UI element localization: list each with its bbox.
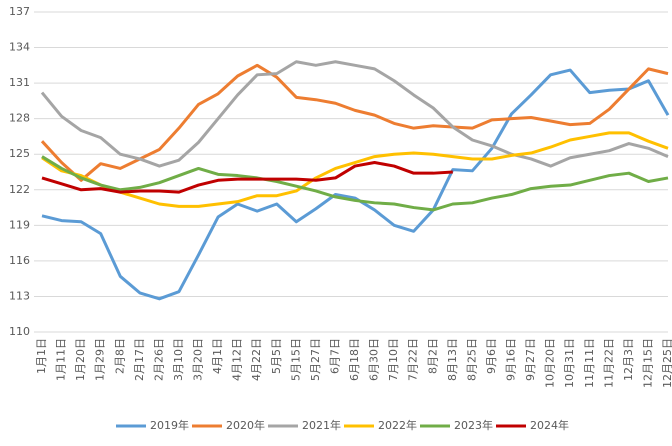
y-tick-label: 122 bbox=[9, 183, 30, 196]
x-tick-label: 10月31日 bbox=[563, 338, 576, 388]
y-tick-label: 119 bbox=[9, 218, 30, 231]
x-tick-label: 7月22日 bbox=[407, 338, 420, 381]
x-tick-label: 12月15日 bbox=[641, 338, 654, 388]
x-tick-label: 9月6日 bbox=[485, 338, 498, 374]
x-tick-label: 3月10日 bbox=[172, 338, 185, 381]
x-tick-label: 8月2日 bbox=[426, 338, 439, 374]
x-tick-label: 11月11日 bbox=[583, 338, 596, 388]
x-tick-label: 5月27日 bbox=[309, 338, 322, 381]
y-tick-label: 131 bbox=[9, 76, 30, 89]
y-tick-label: 134 bbox=[9, 41, 30, 54]
x-tick-label: 10月20日 bbox=[544, 338, 557, 388]
x-tick-label: 1月1日 bbox=[35, 338, 48, 374]
legend-label: 2019年 bbox=[150, 418, 189, 432]
x-tick-label: 2月8日 bbox=[113, 338, 126, 374]
x-tick-label: 8月13日 bbox=[446, 338, 459, 381]
x-tick-label: 5月15日 bbox=[289, 338, 302, 381]
y-tick-label: 116 bbox=[9, 254, 30, 267]
x-tick-label: 2月17日 bbox=[133, 338, 146, 381]
x-tick-label: 4月22日 bbox=[250, 338, 263, 381]
y-tick-label: 125 bbox=[9, 147, 30, 160]
x-tick-label: 4月1日 bbox=[211, 338, 224, 374]
x-tick-label: 1月11日 bbox=[55, 338, 68, 381]
x-tick-label: 9月16日 bbox=[505, 338, 518, 381]
x-tick-label: 7月10日 bbox=[387, 338, 400, 381]
x-tick-label: 1月20日 bbox=[74, 338, 87, 381]
x-tick-label: 5月5日 bbox=[270, 338, 283, 374]
x-tick-label: 3月20日 bbox=[192, 338, 205, 381]
x-tick-label: 12月25日 bbox=[661, 338, 672, 388]
legend-label: 2022年 bbox=[378, 418, 417, 432]
series-line bbox=[41, 155, 669, 212]
y-tick-label: 113 bbox=[9, 289, 30, 302]
series-line bbox=[41, 68, 670, 301]
x-tick-label: 6月30日 bbox=[368, 338, 381, 381]
legend-label: 2021年 bbox=[302, 418, 341, 432]
x-tick-label: 8月25日 bbox=[465, 338, 478, 381]
legend-label: 2024年 bbox=[530, 418, 569, 432]
x-tick-label: 2月26日 bbox=[152, 338, 165, 381]
y-tick-label: 137 bbox=[9, 5, 30, 18]
x-tick-label: 12月3日 bbox=[622, 338, 635, 381]
series-line bbox=[40, 60, 669, 168]
x-tick-label: 11月22日 bbox=[602, 338, 615, 388]
x-tick-label: 1月29日 bbox=[94, 338, 107, 381]
y-tick-label: 128 bbox=[9, 112, 30, 125]
series-line bbox=[40, 63, 669, 182]
x-tick-label: 6月18日 bbox=[348, 338, 361, 381]
x-tick-label: 4月12日 bbox=[231, 338, 244, 381]
x-tick-label: 9月27日 bbox=[524, 338, 537, 381]
x-tick-label: 6月7日 bbox=[328, 338, 341, 374]
series-line bbox=[41, 161, 453, 194]
y-tick-label: 110 bbox=[9, 325, 30, 338]
series-line bbox=[41, 131, 669, 208]
legend-label: 2020年 bbox=[226, 418, 265, 432]
legend-label: 2023年 bbox=[454, 418, 493, 432]
